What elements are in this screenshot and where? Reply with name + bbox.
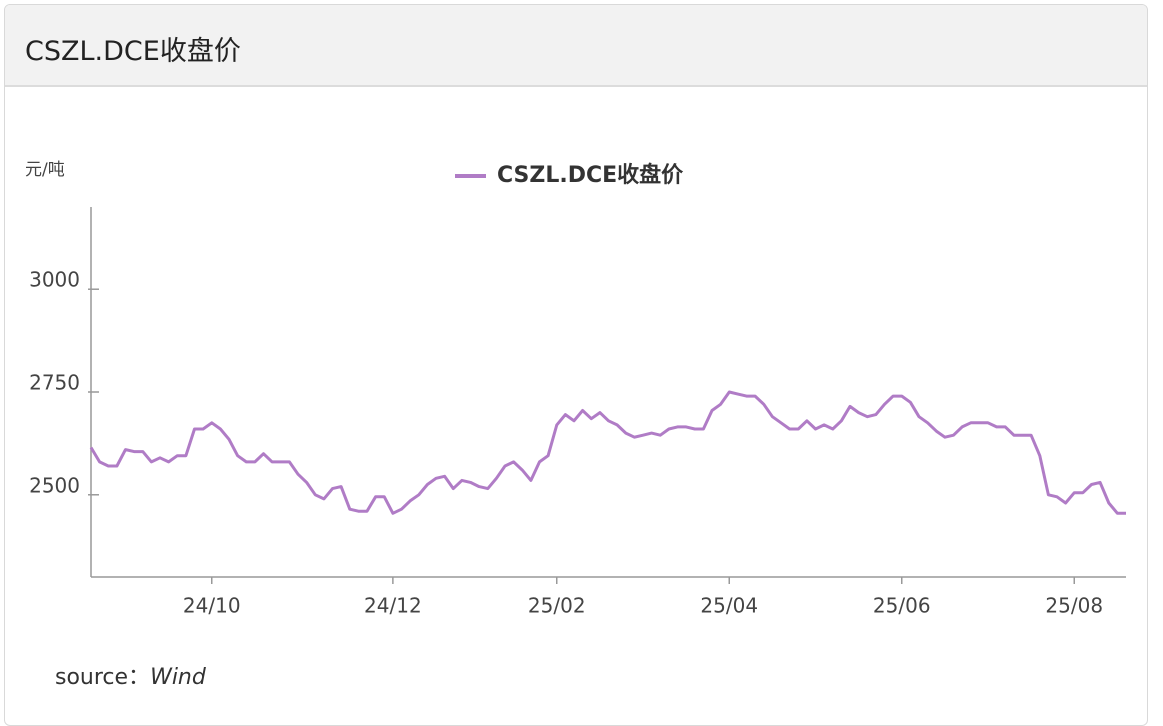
x-tick-label: 25/02 bbox=[528, 594, 586, 618]
y-tick-label: 2750 bbox=[29, 371, 80, 395]
y-tick-label: 3000 bbox=[29, 268, 80, 292]
page: {"chart_data": {"type": "line", "title":… bbox=[4, 4, 1148, 726]
card-header: CSZL.DCE收盘价 bbox=[5, 5, 1147, 87]
chart: 元/吨 2500 2750 3000 24/10 24/12 25/02 25/04 25/0… bbox=[25, 160, 1126, 618]
y-axis-label: 元/吨 bbox=[25, 160, 65, 180]
legend-label: CSZL.DCE收盘价 bbox=[497, 162, 684, 188]
card: CSZL.DCE收盘价 source：Wind bbox=[4, 4, 1148, 726]
series-line bbox=[89, 390, 1126, 515]
x-tick-label: 24/10 bbox=[183, 594, 241, 618]
card-title: CSZL.DCE收盘价 bbox=[25, 36, 241, 67]
x-tick-label: 24/12 bbox=[364, 594, 422, 618]
x-tick-label: 25/06 bbox=[873, 594, 931, 618]
source: source：Wind bbox=[55, 659, 206, 691]
source-label: source： bbox=[55, 665, 151, 690]
source-value: Wind bbox=[150, 665, 206, 690]
x-tick-label: 25/04 bbox=[700, 594, 758, 618]
y-tick-label: 2500 bbox=[29, 473, 80, 497]
x-tick-label: 25/08 bbox=[1045, 594, 1103, 618]
